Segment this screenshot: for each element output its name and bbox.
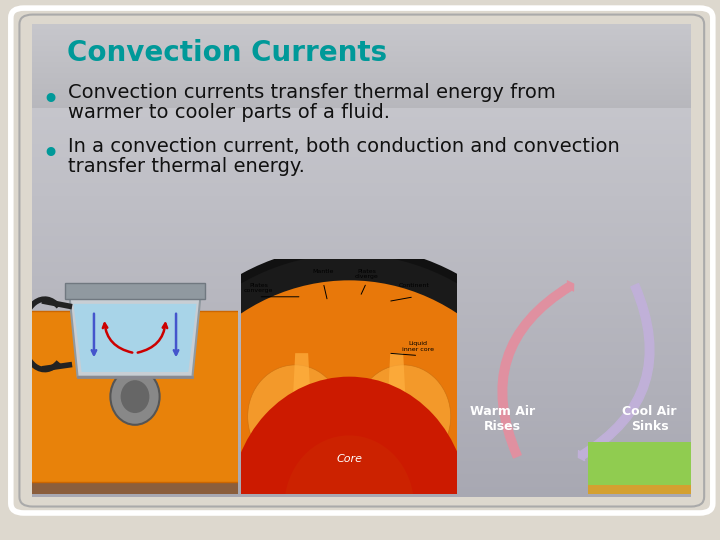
- FancyArrowPatch shape: [498, 281, 574, 458]
- Text: warmer to cooler parts of a fluid.: warmer to cooler parts of a fluid.: [68, 103, 390, 122]
- Circle shape: [297, 449, 401, 540]
- Text: Cool Air
Sinks: Cool Air Sinks: [623, 405, 677, 433]
- Text: In a convection current, both conduction and convection: In a convection current, both conduction…: [68, 138, 620, 157]
- FancyBboxPatch shape: [0, 334, 299, 540]
- FancyArrowPatch shape: [103, 323, 132, 353]
- Text: Continent: Continent: [399, 283, 429, 288]
- FancyArrowPatch shape: [138, 323, 167, 353]
- Text: •: •: [41, 85, 59, 114]
- Circle shape: [284, 435, 414, 540]
- Text: Convection Currents: Convection Currents: [67, 39, 387, 67]
- Circle shape: [248, 365, 343, 468]
- Circle shape: [112, 247, 587, 540]
- Text: •: •: [41, 140, 59, 170]
- Circle shape: [356, 365, 451, 468]
- Circle shape: [343, 499, 356, 513]
- Polygon shape: [112, 358, 133, 374]
- Circle shape: [323, 478, 375, 534]
- Text: Convection currents transfer thermal energy from: Convection currents transfer thermal ene…: [68, 83, 556, 102]
- Circle shape: [310, 463, 388, 540]
- Circle shape: [142, 280, 557, 540]
- Text: transfer thermal energy.: transfer thermal energy.: [68, 158, 305, 177]
- Polygon shape: [69, 294, 201, 377]
- Polygon shape: [66, 283, 204, 299]
- Text: Mantle: Mantle: [312, 268, 334, 274]
- Polygon shape: [73, 304, 197, 372]
- FancyArrowPatch shape: [174, 314, 179, 355]
- Polygon shape: [137, 358, 158, 374]
- Bar: [588, 485, 691, 494]
- Bar: [588, 442, 691, 494]
- Circle shape: [334, 489, 364, 522]
- Text: Plates
diverge: Plates diverge: [355, 268, 378, 279]
- Text: Warm Air
Rises: Warm Air Rises: [469, 405, 535, 433]
- FancyArrowPatch shape: [91, 314, 96, 355]
- Text: Plates
converge: Plates converge: [244, 283, 273, 294]
- FancyArrowPatch shape: [578, 284, 654, 461]
- Polygon shape: [289, 353, 315, 482]
- Polygon shape: [384, 353, 410, 482]
- FancyBboxPatch shape: [0, 311, 289, 482]
- Text: Core: Core: [336, 454, 362, 464]
- Circle shape: [230, 377, 468, 540]
- Circle shape: [121, 380, 149, 413]
- Polygon shape: [125, 353, 145, 369]
- Circle shape: [110, 368, 160, 425]
- Text: Liquid
inner core: Liquid inner core: [402, 341, 434, 352]
